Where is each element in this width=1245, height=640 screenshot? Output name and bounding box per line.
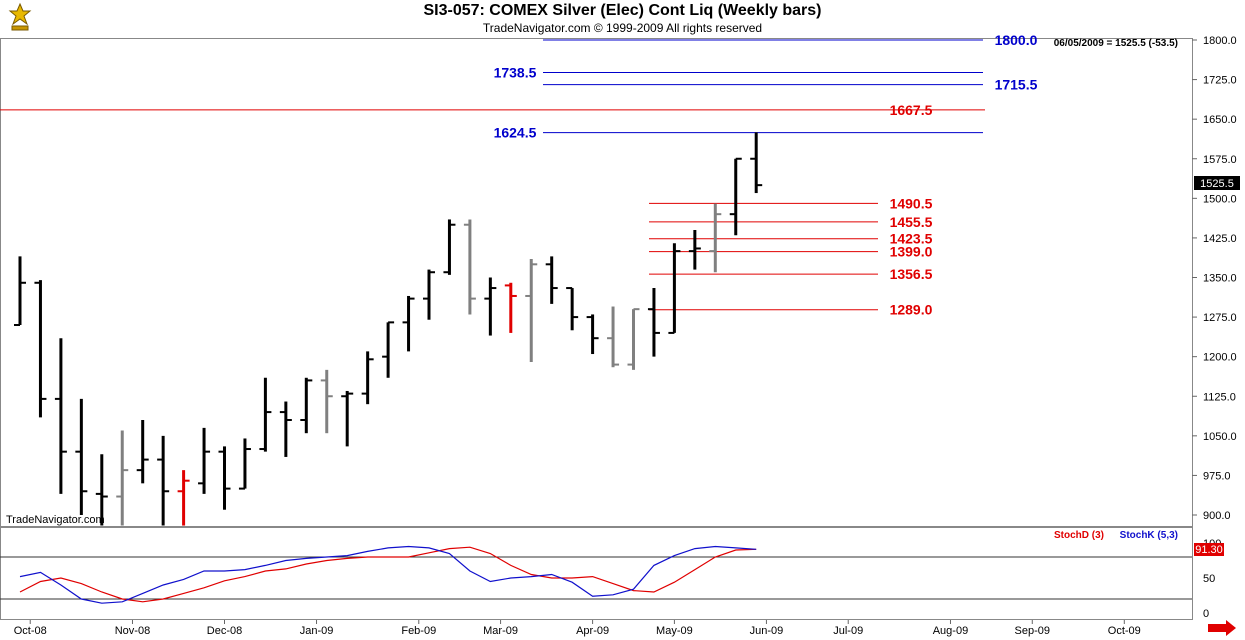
ohlc-bar	[627, 308, 640, 370]
ohlc-bar	[198, 427, 211, 494]
ohlc-bar	[320, 369, 333, 434]
level-label: 1455.5	[890, 214, 933, 230]
ohlc-bar	[382, 321, 395, 378]
price-y-tick-label: 1800.0	[1203, 35, 1237, 47]
price-y-tick-label: 1425.0	[1203, 233, 1237, 245]
price-readout: 06/05/2009 = 1525.5 (-53.5)	[1054, 38, 1178, 49]
ohlc-bar	[341, 390, 354, 447]
ohlc-bar	[504, 282, 517, 333]
ohlc-bar	[14, 256, 26, 326]
ohlc-bar	[157, 435, 170, 526]
x-tick-label: Jun-09	[750, 625, 784, 637]
ohlc-bar	[566, 287, 579, 331]
price-y-tick-label: 1350.0	[1203, 273, 1237, 285]
ohlc-bar	[177, 470, 190, 526]
price-y-tick-label: 1050.0	[1203, 431, 1237, 443]
trade-navigator-logo-icon[interactable]	[4, 2, 36, 34]
stoch-y-tick-label: 50	[1203, 573, 1215, 585]
ohlc-bar	[545, 256, 558, 304]
ohlc-bar	[54, 338, 67, 494]
ohlc-bar	[300, 377, 313, 434]
ohlc-bar	[402, 295, 415, 352]
ohlc-bar	[279, 401, 292, 457]
stoch-last-badge	[1194, 543, 1224, 556]
ohlc-bar	[361, 351, 374, 405]
ohlc-bar	[586, 314, 599, 355]
level-label: 1667.5	[890, 102, 933, 118]
level-label: 1356.5	[890, 266, 933, 282]
ohlc-bar	[443, 219, 456, 275]
stoch-panel-frame	[0, 527, 1193, 620]
price-y-tick-label: 1500.0	[1203, 193, 1237, 205]
level-label: 1800.0	[995, 32, 1038, 48]
price-y-tick-label: 1725.0	[1203, 75, 1237, 87]
chart-subtitle: TradeNavigator.com © 1999-2009 All right…	[482, 21, 763, 35]
ohlc-bar	[484, 277, 497, 336]
price-y-tick-label: 1650.0	[1203, 114, 1237, 126]
x-tick-label: Aug-09	[933, 625, 968, 637]
x-tick-label: Apr-09	[576, 625, 609, 637]
ohlc-bar	[647, 288, 660, 357]
stoch-last-label: 91.30	[1195, 544, 1223, 556]
ohlc-bar	[463, 219, 476, 315]
ohlc-bar	[709, 203, 722, 273]
legend-stochk: StochK (5,3)	[1120, 530, 1178, 541]
level-label: 1738.5	[494, 64, 537, 80]
ohlc-bar	[729, 157, 742, 236]
stoch-y-tick-label: 0	[1203, 608, 1209, 620]
level-label: 1624.5	[494, 125, 537, 141]
ohlc-bar	[116, 430, 129, 526]
last-price-label: 1525.5	[1200, 178, 1234, 190]
ohlc-bar	[668, 243, 681, 334]
x-tick-label: Jan-09	[300, 625, 334, 637]
scroll-right-arrow-icon[interactable]	[1208, 620, 1236, 636]
x-tick-label: Sep-09	[1015, 625, 1050, 637]
legend-stochd: StochD (3)	[1054, 530, 1104, 541]
price-panel-frame	[0, 38, 1193, 527]
price-y-tick-label: 975.0	[1203, 470, 1231, 482]
price-y-tick-label: 1275.0	[1203, 312, 1237, 324]
stochk-line	[19, 545, 757, 604]
level-label: 1423.5	[890, 231, 933, 247]
ohlc-bar	[423, 269, 435, 320]
chart-title: SI3-057: COMEX Silver (Elec) Cont Liq (W…	[423, 2, 822, 19]
ohlc-bar	[259, 377, 272, 452]
x-tick-label: Mar-09	[483, 625, 518, 637]
ohlc-bar	[34, 280, 47, 418]
ohlc-bar	[688, 230, 701, 270]
x-tick-label: Dec-08	[207, 625, 242, 637]
ohlc-bar	[75, 398, 88, 515]
x-tick-label: Oct-08	[14, 625, 47, 637]
x-tick-label: Jul-09	[833, 625, 863, 637]
x-tick-label: Feb-09	[401, 625, 436, 637]
level-label: 1490.5	[890, 195, 933, 211]
x-tick-label: Oct-09	[1108, 625, 1141, 637]
ohlc-bar	[607, 306, 620, 368]
last-price-badge	[1194, 176, 1240, 190]
level-label: 1715.5	[995, 77, 1038, 93]
price-y-tick-label: 1575.0	[1203, 154, 1237, 166]
price-y-tick-label: 900.0	[1203, 510, 1231, 522]
stochd-line	[19, 546, 757, 603]
ohlc-bar	[218, 446, 231, 510]
ohlc-bar	[95, 454, 108, 526]
price-y-tick-label: 1200.0	[1203, 352, 1237, 364]
level-label: 1289.0	[890, 302, 933, 318]
ohlc-bar	[136, 420, 149, 484]
x-tick-label: Nov-08	[115, 625, 150, 637]
price-y-tick-label: 1125.0	[1203, 391, 1236, 403]
x-tick-label: May-09	[656, 625, 693, 637]
level-label: 1399.0	[890, 244, 933, 260]
ohlc-bar	[238, 438, 251, 490]
chart-header: SI3-057: COMEX Silver (Elec) Cont Liq (W…	[0, 0, 1245, 38]
ohlc-bar	[525, 259, 538, 362]
watermark-text: TradeNavigator.com	[6, 514, 105, 526]
ohlc-bar	[750, 132, 763, 194]
